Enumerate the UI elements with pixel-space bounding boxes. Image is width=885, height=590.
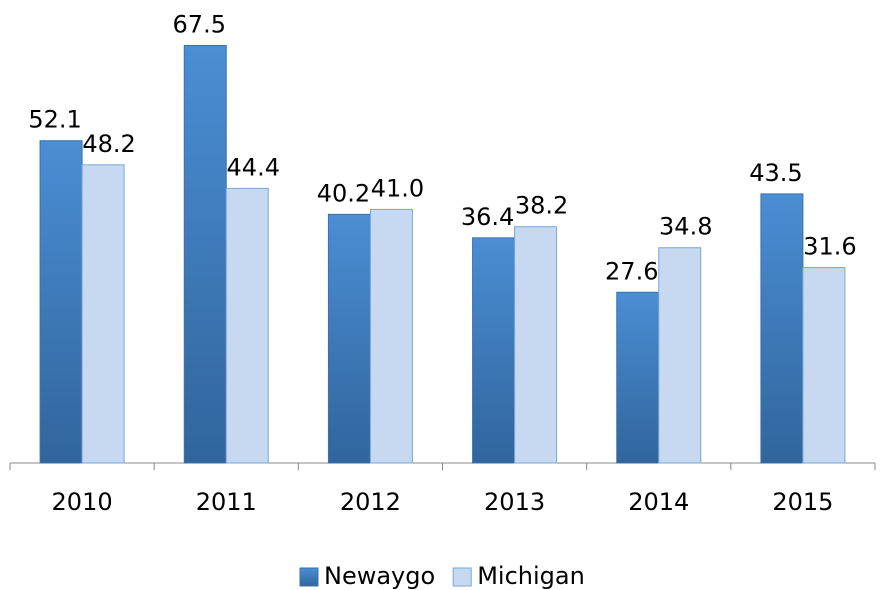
value-label: 40.2 bbox=[317, 179, 370, 207]
x-tick-label: 2012 bbox=[340, 488, 401, 516]
bar bbox=[760, 193, 804, 464]
legend-label: Newaygo bbox=[324, 562, 435, 590]
bar bbox=[183, 44, 227, 464]
value-label: 36.4 bbox=[461, 203, 514, 231]
bar bbox=[225, 187, 269, 464]
x-tick-label: 2010 bbox=[52, 488, 113, 516]
x-tick-label: 2015 bbox=[772, 488, 833, 516]
legend-label: Michigan bbox=[477, 562, 585, 590]
value-label: 41.0 bbox=[371, 174, 424, 202]
legend-swatch bbox=[299, 567, 319, 587]
value-label: 27.6 bbox=[605, 257, 658, 285]
value-label: 43.5 bbox=[749, 159, 802, 187]
value-label: 67.5 bbox=[173, 10, 226, 38]
value-label: 52.1 bbox=[28, 106, 81, 134]
bar bbox=[327, 213, 371, 464]
legend-swatch bbox=[452, 567, 472, 587]
bar bbox=[658, 247, 702, 464]
bar bbox=[81, 164, 125, 464]
bar bbox=[802, 267, 846, 464]
value-label: 44.4 bbox=[227, 153, 280, 181]
bar bbox=[472, 237, 516, 464]
bar bbox=[514, 226, 558, 464]
x-tick-label: 2011 bbox=[196, 488, 257, 516]
x-tick-label: 2013 bbox=[484, 488, 545, 516]
bar bbox=[369, 208, 413, 464]
value-label: 34.8 bbox=[659, 213, 712, 241]
value-label: 31.6 bbox=[803, 233, 856, 261]
bar bbox=[616, 291, 660, 464]
bar bbox=[39, 140, 83, 464]
x-tick-label: 2014 bbox=[628, 488, 689, 516]
value-label: 48.2 bbox=[82, 130, 135, 158]
value-label: 38.2 bbox=[515, 192, 568, 220]
